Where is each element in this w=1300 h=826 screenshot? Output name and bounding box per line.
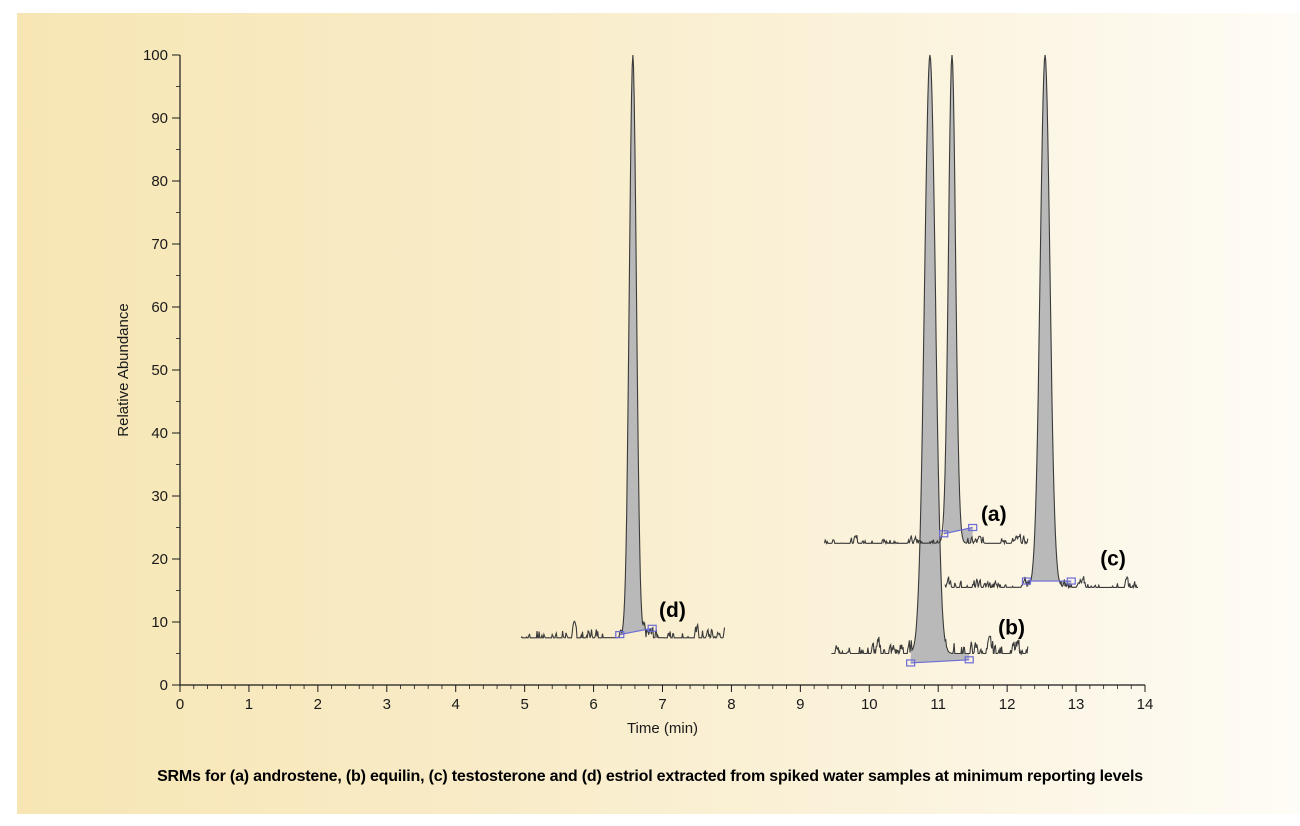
x-tick-label: 3 — [383, 696, 391, 713]
x-tick-label: 10 — [861, 696, 878, 713]
peak-label-3: (c) — [1100, 547, 1126, 570]
integration-marker — [615, 630, 625, 639]
integration-marker — [1066, 577, 1076, 585]
trace-line-1 — [823, 54, 1029, 546]
x-tick-label: 2 — [314, 696, 322, 713]
peak-label-2: (b) — [998, 617, 1025, 640]
chart-panel — [17, 13, 1300, 814]
y-tick-label: 20 — [151, 551, 168, 568]
x-tick-label: 14 — [1137, 696, 1154, 713]
x-tick-label: 11 — [930, 696, 946, 713]
x-tick-label: 12 — [999, 696, 1016, 713]
peak-areas — [619, 55, 1072, 663]
y-tick-label: 50 — [151, 362, 168, 379]
x-tick-label: 6 — [589, 696, 597, 713]
x-tick-label: 4 — [452, 696, 460, 713]
integration-markers — [615, 523, 1076, 667]
integration-marker — [906, 659, 916, 667]
trace-line-3 — [944, 54, 1139, 590]
y-tick-label: 80 — [151, 173, 168, 190]
integration-baseline-2 — [910, 659, 970, 664]
y-tick-label: 30 — [151, 488, 168, 505]
y-tick-label: 70 — [151, 236, 168, 253]
y-tick-label: 90 — [151, 110, 168, 127]
trace-line-0 — [520, 54, 726, 639]
trace-line-2 — [831, 54, 1029, 656]
y-tick-label: 40 — [151, 425, 168, 442]
y-tick-label: 60 — [151, 299, 168, 316]
x-tick-label: 13 — [1068, 696, 1085, 713]
x-tick-label: 7 — [658, 696, 666, 713]
x-axis-title: Time (min) — [627, 720, 698, 737]
traces — [520, 54, 1139, 656]
integration-marker — [939, 530, 949, 538]
integration-marker — [1021, 577, 1032, 585]
figure-caption: SRMs for (a) androstene, (b) equilin, (c… — [157, 768, 1143, 785]
integration-baseline-0 — [619, 627, 653, 636]
peak-area-1 — [943, 55, 973, 544]
x-tick-label: 8 — [727, 696, 735, 713]
y-tick-label: 10 — [151, 614, 168, 631]
x-tick-label: 5 — [520, 696, 528, 713]
x-tick-label: 9 — [796, 696, 804, 713]
peak-area-2 — [910, 55, 970, 663]
integration-marker — [647, 624, 657, 632]
integration-baseline-1 — [943, 526, 973, 535]
axes: 0 1 2 3 4 5 6 7 8 9 10 11 12 13 1401020304050607080901… — [143, 47, 1153, 713]
integration-marker — [964, 656, 974, 664]
x-tick-label: 1 — [245, 696, 253, 713]
peak-area-0 — [619, 55, 653, 638]
x-tick-label: 0 — [176, 696, 184, 713]
y-axis-title: Relative Abundance — [115, 303, 132, 436]
y-tick-label: 100 — [143, 47, 168, 64]
y-tick-label: 0 — [160, 677, 168, 694]
peak-label-1: (a) — [981, 503, 1007, 526]
peak-label-0: (d) — [659, 599, 686, 622]
integration-marker — [968, 523, 978, 532]
peak-labels: (d) (a) (b) (c) — [659, 503, 1126, 639]
peak-area-3 — [1026, 55, 1072, 588]
